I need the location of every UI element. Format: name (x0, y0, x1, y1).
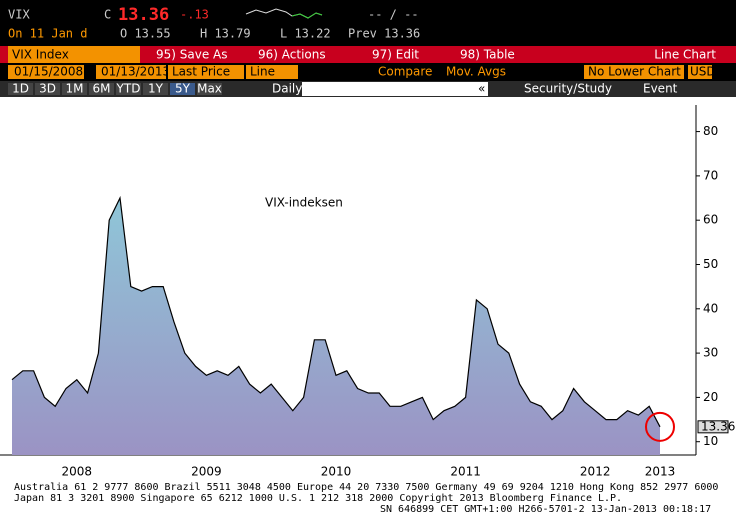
prev: Prev 13.36 (348, 27, 420, 41)
last-price: 13.36 (118, 5, 169, 25)
on-date: On 11 Jan d (8, 27, 87, 41)
low: L 13.22 (280, 27, 331, 41)
period-button[interactable] (143, 83, 168, 95)
collapse[interactable]: « (478, 82, 485, 96)
y-tick-label: 60 (703, 213, 718, 227)
bid-ask: -- / -- (368, 8, 419, 22)
currency[interactable]: USD (690, 65, 716, 79)
high: H 13.79 (200, 27, 251, 41)
field-box[interactable] (168, 65, 244, 79)
period-label[interactable]: 1M (66, 82, 84, 96)
style[interactable]: Line (250, 65, 275, 79)
x-tick-label: 2013 (645, 465, 676, 479)
start-date[interactable]: 01/15/2008 (14, 65, 83, 79)
end-field[interactable] (96, 65, 166, 79)
y-tick-label: 40 (703, 301, 718, 315)
footer-line: Japan 81 3 3201 8900 Singapore 65 6212 1… (14, 493, 622, 504)
period-button[interactable] (89, 83, 114, 95)
x-tick-label: 2009 (191, 465, 222, 479)
search-box[interactable] (302, 82, 488, 96)
field[interactable]: Last Price (172, 65, 230, 79)
period-button[interactable] (197, 83, 222, 95)
area (12, 198, 660, 455)
study[interactable]: Security/Study (524, 82, 612, 96)
annotation: VIX-indeksen (265, 196, 343, 210)
change: -.13 (180, 8, 209, 22)
open: O 13.55 (120, 27, 171, 41)
y-tick-label: 70 (703, 168, 718, 182)
period-button[interactable] (170, 83, 195, 95)
highlight-circle (645, 411, 675, 442)
currency-box[interactable] (688, 65, 712, 79)
edit[interactable]: 97) Edit (372, 48, 419, 62)
x-tick-label: 2012 (580, 465, 611, 479)
period-label[interactable]: YTD (116, 82, 141, 96)
close-flag: C (104, 8, 111, 22)
period-label[interactable]: 6M (93, 82, 111, 96)
security-box[interactable] (8, 46, 140, 63)
y-tick-label: 50 (703, 257, 718, 271)
last-value-label: 13.36 (701, 419, 735, 433)
period-button[interactable] (62, 83, 87, 95)
event[interactable]: Event (643, 82, 678, 96)
period-button[interactable] (116, 83, 141, 95)
end-date[interactable]: 01/13/2013 (101, 65, 170, 79)
ticker: VIX (8, 8, 30, 22)
actions[interactable]: 96) Actions (258, 48, 326, 62)
save-as[interactable]: 95) Save As (156, 48, 228, 62)
lower-box[interactable] (584, 65, 684, 79)
table[interactable]: 98) Table (460, 48, 515, 62)
period-button[interactable] (35, 83, 60, 95)
frequency[interactable]: Daily (272, 82, 302, 96)
last-value-tag (697, 420, 729, 434)
period-label[interactable]: Max (197, 82, 222, 96)
mov-avgs[interactable]: Mov. Avgs (446, 65, 506, 79)
lower-chart[interactable]: No Lower Chart (588, 65, 681, 79)
y-tick-label: 10 (703, 434, 718, 448)
menu-bar (0, 46, 736, 63)
style-box[interactable] (246, 65, 298, 79)
period-label[interactable]: 3D (39, 82, 56, 96)
period-label[interactable]: 5Y (175, 82, 191, 96)
period-button[interactable] (8, 83, 33, 95)
period-label[interactable]: 1Y (148, 82, 164, 96)
x-tick-label: 2010 (321, 465, 352, 479)
y-tick-label: 80 (703, 124, 718, 138)
x-tick-label: 2008 (62, 465, 93, 479)
x-tick-label: 2011 (450, 465, 481, 479)
line (11, 195, 661, 428)
footer-line: SN 646899 CET GMT+1:00 H266-5701-2 13-Ja… (380, 504, 711, 515)
footer-line: Australia 61 2 9777 8600 Brazil 5511 304… (14, 482, 718, 493)
y-tick-label: 30 (703, 346, 718, 360)
y-tick-label: 20 (703, 390, 718, 404)
chart-type[interactable]: Line Chart (654, 48, 716, 62)
security[interactable]: VIX Index (12, 48, 69, 62)
start-field[interactable] (8, 65, 84, 79)
sparkline-tail (291, 12, 323, 19)
compare[interactable]: Compare (378, 65, 432, 79)
period-label[interactable]: 1D (12, 82, 29, 96)
